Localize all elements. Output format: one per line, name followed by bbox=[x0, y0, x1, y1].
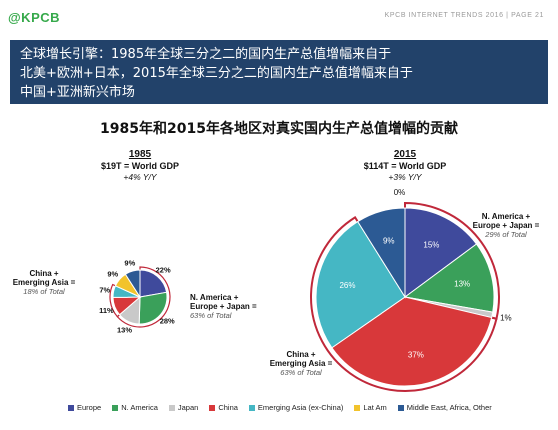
banner-line: 全球增长引擎：1985年全球三分之二的国内生产总值增幅来自于 bbox=[20, 47, 392, 62]
annotation-subtitle: 63% of Total bbox=[190, 311, 232, 320]
legend-label: Lat Am bbox=[363, 403, 387, 412]
legend-label: Europe bbox=[77, 403, 102, 412]
year-heading: 2015 bbox=[394, 149, 417, 160]
annotation-title: China + bbox=[29, 269, 58, 278]
group-outline-developed bbox=[404, 201, 500, 320]
banner-line: 中国+亚洲新兴市场 bbox=[20, 85, 135, 100]
group-outline-emerging bbox=[310, 215, 498, 392]
chart-legend: Europe N. America Japan China Emerging Asia … bbox=[68, 403, 492, 412]
group-outline-emerging bbox=[109, 283, 142, 318]
pie-slice-emerging-asia-ex-china- bbox=[315, 220, 406, 349]
pie-slice-europe bbox=[139, 269, 168, 298]
annotation-title: N. America + bbox=[482, 212, 531, 221]
pie-slice-n-america bbox=[403, 243, 495, 313]
growth-label: +3% Y/Y bbox=[388, 172, 422, 182]
pie-slice-middle-east-africa-other bbox=[124, 269, 141, 299]
annotation-title: Europe + Japan = bbox=[190, 302, 257, 311]
legend-item: Lat Am bbox=[354, 403, 387, 412]
slice-label: 7% bbox=[99, 286, 110, 295]
chart-title: 1985年和2015年各地区对真实国内生产总值增幅的贡献 bbox=[100, 121, 458, 137]
pie-slice-middle-east-africa-other bbox=[357, 207, 406, 299]
legend-swatch bbox=[112, 404, 119, 411]
pie-slice-n-america bbox=[138, 291, 168, 325]
slice-label: 9% bbox=[383, 237, 395, 246]
legend-swatch bbox=[168, 404, 175, 411]
annotation-subtitle: 29% of Total bbox=[484, 230, 527, 239]
legend-swatch bbox=[354, 404, 361, 411]
slice-label: 0% bbox=[394, 188, 406, 197]
headline-banner: 全球增长引擎：1985年全球三分之二的国内生产总值增幅来自于 北美+欧洲+日本，… bbox=[10, 40, 548, 104]
legend-swatch bbox=[68, 404, 74, 411]
group-outline-developed bbox=[116, 266, 171, 328]
annotation-subtitle: 63% of Total bbox=[280, 368, 322, 377]
annotation-title: China + bbox=[286, 350, 315, 359]
legend-item: Emerging Asia (ex-China) bbox=[248, 403, 344, 412]
slice-label: 15% bbox=[423, 241, 439, 250]
legend-label: China bbox=[218, 403, 238, 412]
slice-label: 9% bbox=[107, 269, 118, 278]
page-info: KPCB INTERNET TRENDS 2016 | PAGE 21 bbox=[384, 12, 544, 19]
slice-label: 26% bbox=[339, 281, 355, 290]
pie-slice-china bbox=[331, 296, 493, 387]
annotation-subtitle: 18% of Total bbox=[23, 287, 65, 296]
slice-label: 28% bbox=[160, 317, 175, 326]
annotation-title: Emerging Asia = bbox=[270, 359, 333, 368]
legend-swatch bbox=[397, 404, 404, 411]
banner-line: 北美+欧洲+日本，2015年全球三分之二的国内生产总值增幅来自于 bbox=[20, 66, 413, 81]
slice-label: 22% bbox=[156, 265, 171, 274]
slice-label: 13% bbox=[454, 279, 470, 288]
slice-label: 9% bbox=[124, 258, 135, 267]
legend-label: Emerging Asia (ex-China) bbox=[257, 403, 344, 412]
legend-item: N. America bbox=[112, 403, 158, 412]
legend-label: Middle East, Africa, Other bbox=[406, 403, 492, 412]
year-heading: 1985 bbox=[129, 149, 152, 160]
gdp-label: $114T = World GDP bbox=[364, 161, 447, 171]
kpcb-logo: @KPCB bbox=[8, 10, 61, 25]
legend-label: N. America bbox=[121, 403, 158, 412]
annotation-title: N. America + bbox=[190, 293, 239, 302]
legend-label: Japan bbox=[177, 403, 199, 412]
legend-item: China bbox=[209, 403, 238, 412]
slice-label: 11% bbox=[99, 306, 114, 315]
slice-label: 37% bbox=[408, 351, 424, 360]
legend-item: Japan bbox=[168, 403, 199, 412]
slice-label: 1% bbox=[500, 314, 512, 323]
annotation-title: Europe + Japan = bbox=[473, 221, 540, 230]
legend-swatch bbox=[209, 404, 216, 411]
top-bar: @KPCB KPCB INTERNET TRENDS 2016 | PAGE 2… bbox=[0, 0, 558, 36]
legend-swatch bbox=[248, 404, 255, 411]
legend-item: Europe bbox=[68, 403, 101, 412]
legend-item: Middle East, Africa, Other bbox=[397, 403, 492, 412]
pie-slice-europe bbox=[404, 207, 478, 298]
annotation-title: Emerging Asia = bbox=[13, 278, 76, 287]
gdp-label: $19T = World GDP bbox=[101, 161, 179, 171]
slice-label: 13% bbox=[117, 326, 132, 335]
growth-label: +4% Y/Y bbox=[123, 172, 157, 182]
